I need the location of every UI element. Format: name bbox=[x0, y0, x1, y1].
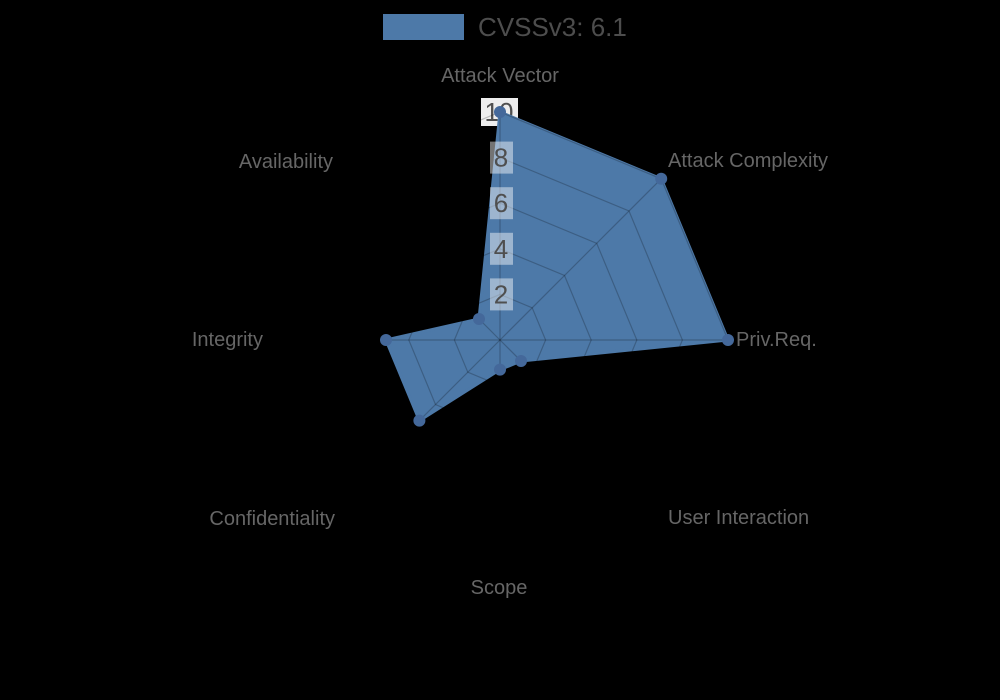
axis-label-integrity: Integrity bbox=[191, 329, 263, 351]
grid-web bbox=[271, 111, 729, 569]
legend-label: CVSSv3: 6.1 bbox=[478, 12, 627, 42]
axis-label-attack-vector: Attack Vector bbox=[441, 65, 559, 87]
tick-label-2: 2 bbox=[490, 278, 513, 311]
axis-label-attack-complexity: Attack Complexity bbox=[668, 150, 829, 172]
axis-label-priv-req: Priv.Req. bbox=[736, 329, 817, 351]
svg-text:6: 6 bbox=[494, 188, 508, 218]
axis-label-availability: Availability bbox=[238, 151, 333, 173]
svg-text:8: 8 bbox=[494, 143, 508, 173]
axis-label-scope: Scope bbox=[470, 577, 528, 599]
axis-label-confidentiality: Confidentiality bbox=[209, 508, 335, 530]
vertex-dots bbox=[380, 106, 734, 427]
tick-label-4: 4 bbox=[490, 232, 513, 265]
svg-text:4: 4 bbox=[494, 234, 508, 264]
axis-label-user-interaction: User Interaction bbox=[668, 507, 810, 529]
svg-text:2: 2 bbox=[494, 279, 508, 309]
legend-swatch bbox=[383, 14, 464, 40]
legend: CVSSv3: 6.1 bbox=[383, 14, 627, 40]
tick-label-8: 8 bbox=[490, 141, 513, 174]
tick-label-6: 6 bbox=[490, 187, 513, 220]
